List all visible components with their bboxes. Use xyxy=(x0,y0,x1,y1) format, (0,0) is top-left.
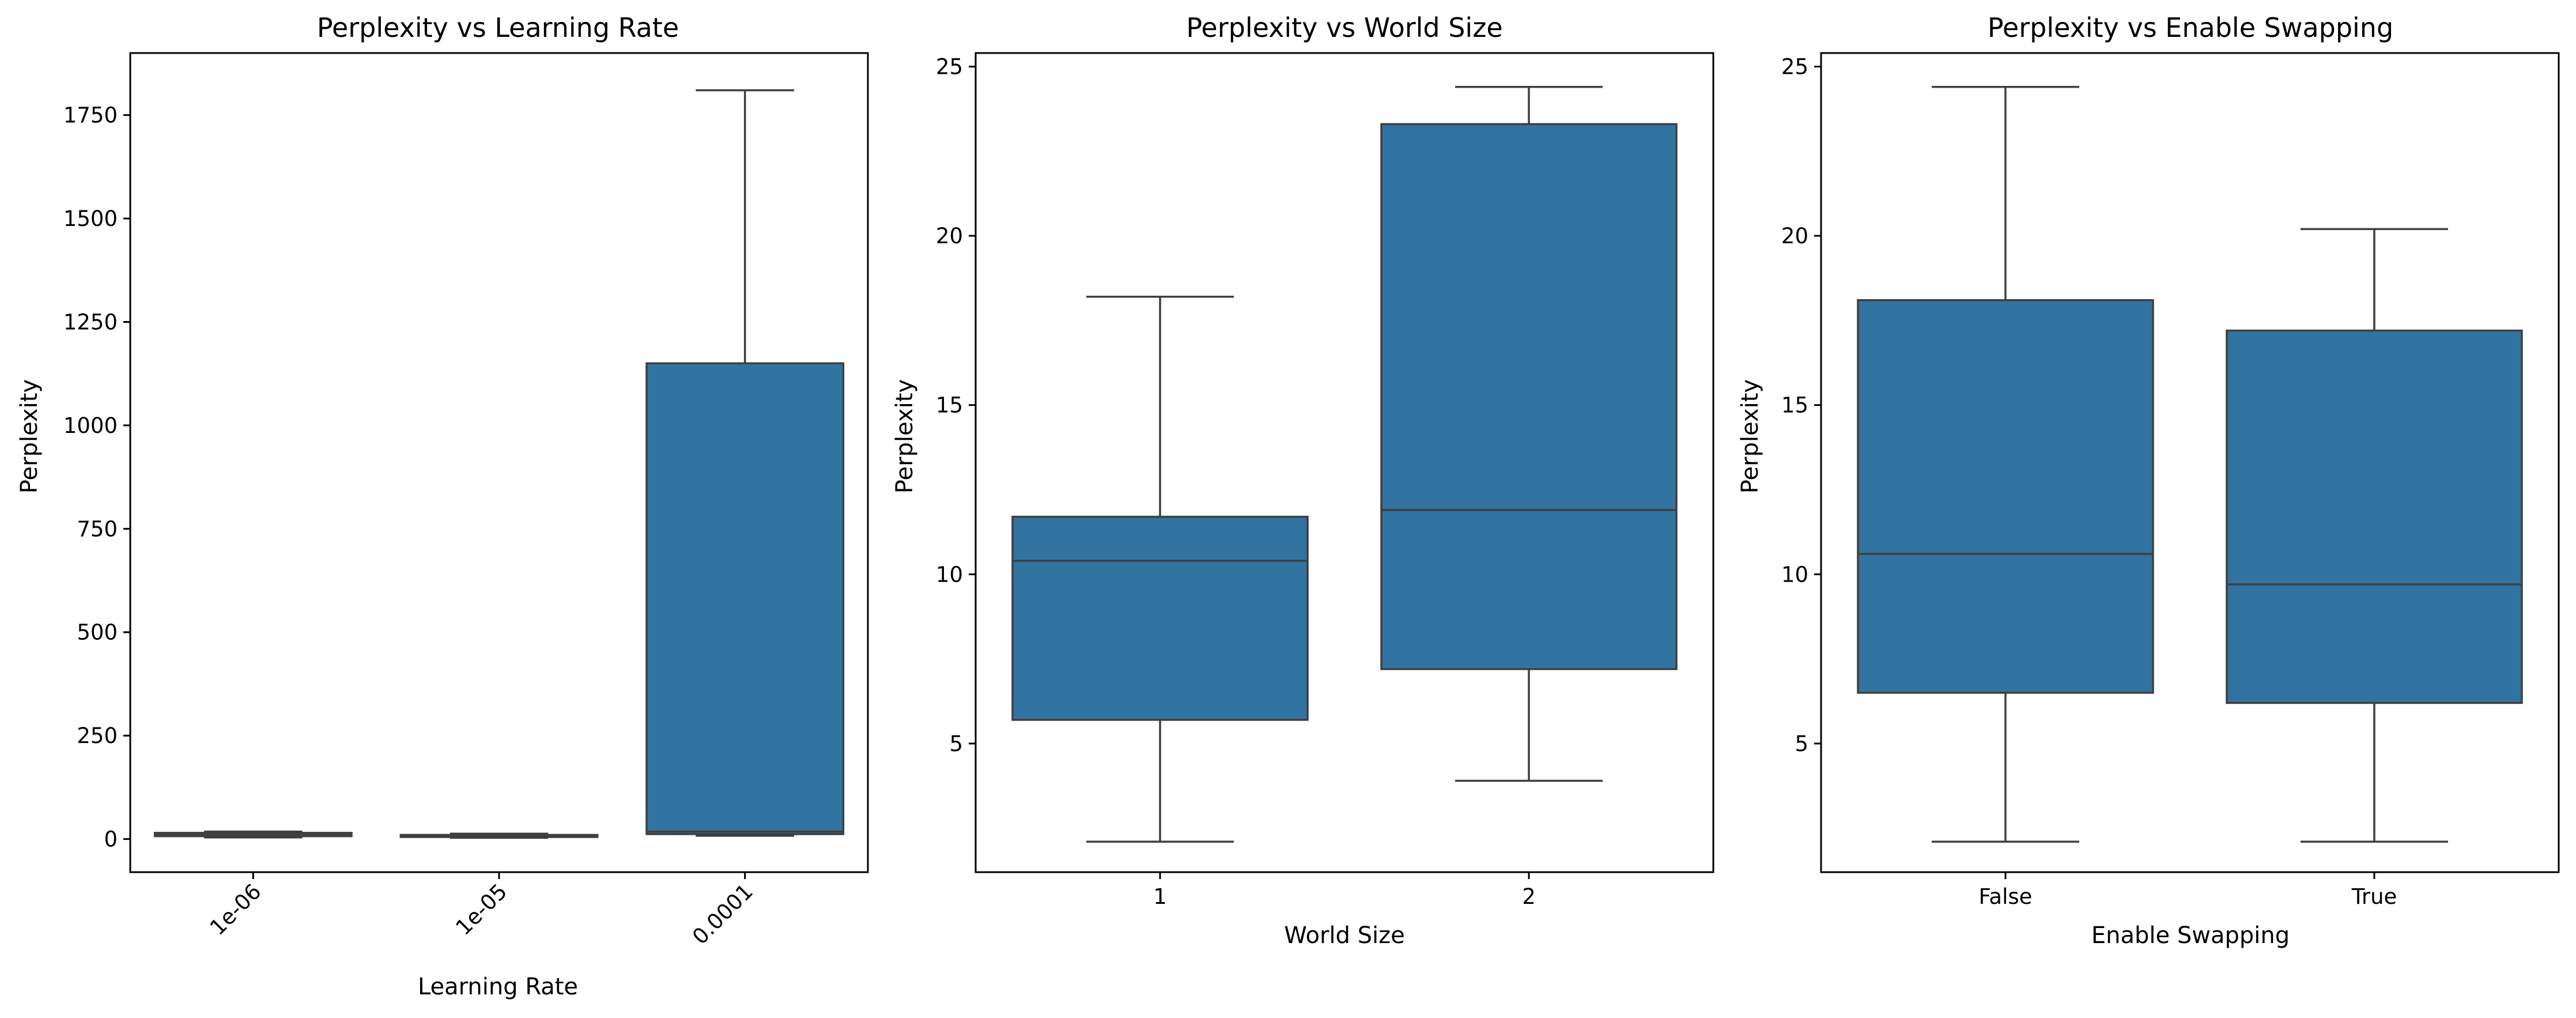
y-tick-label: 5 xyxy=(1795,732,1808,756)
y-tick-label: 5 xyxy=(949,732,963,756)
plot-area: 5 10 15 20 25 1 2 xyxy=(936,52,1714,909)
y-tick-label: 0 xyxy=(104,827,118,852)
plot-area: 5 10 15 20 25 False True xyxy=(1781,52,2560,909)
box-1 xyxy=(1011,515,1309,721)
x-tick-label: False xyxy=(1979,884,2033,909)
y-tick-label: 20 xyxy=(936,224,963,248)
y-tick-label: 15 xyxy=(1781,393,1808,418)
chart-title: Perplexity vs Enable Swapping xyxy=(1988,12,2393,43)
x-axis-label: Learning Rate xyxy=(418,974,578,1000)
y-tick-label: 10 xyxy=(1781,562,1808,587)
panel-enable-swapping: Perplexity vs Enable Swapping Perplexity… xyxy=(1737,12,2560,949)
chart-title: Perplexity vs World Size xyxy=(1186,12,1502,43)
y-axis-label: Perplexity xyxy=(892,379,918,493)
y-tick-label: 500 xyxy=(77,620,118,645)
y-axis-label: Perplexity xyxy=(16,379,43,493)
y-tick-label: 25 xyxy=(1781,54,1808,79)
y-tick-label: 25 xyxy=(936,54,963,79)
box-2 xyxy=(1380,123,1678,670)
y-tick-label: 250 xyxy=(77,723,118,748)
x-tick-label: 2 xyxy=(1522,884,1536,909)
axes-frame xyxy=(1820,52,2560,873)
y-tick-label: 1500 xyxy=(63,206,118,231)
x-tick-label: True xyxy=(2351,884,2397,909)
y-tick-label: 15 xyxy=(936,393,963,418)
box-0.0001 xyxy=(645,362,845,835)
axes-frame xyxy=(975,52,1714,873)
y-tick-label: 1750 xyxy=(63,103,118,128)
chart-title: Perplexity vs Learning Rate xyxy=(317,12,679,43)
panel-world-size: Perplexity vs World Size Perplexity Worl… xyxy=(892,12,1714,949)
y-axis-label: Perplexity xyxy=(1737,379,1763,493)
box-True xyxy=(2226,329,2523,704)
y-tick-label: 20 xyxy=(1781,224,1808,248)
y-tick-label: 1000 xyxy=(63,413,118,438)
box-False xyxy=(1857,299,2154,694)
y-tick-label: 750 xyxy=(77,516,118,541)
y-tick-label: 1250 xyxy=(63,310,118,334)
x-axis-label: Enable Swapping xyxy=(2091,922,2290,949)
axes-frame xyxy=(129,52,869,873)
y-tick-label: 10 xyxy=(936,562,963,587)
panel-learning-rate: Perplexity vs Learning Rate Perplexity L… xyxy=(16,12,869,1000)
x-tick-label: 1 xyxy=(1153,884,1167,909)
x-axis-label: World Size xyxy=(1284,922,1404,949)
